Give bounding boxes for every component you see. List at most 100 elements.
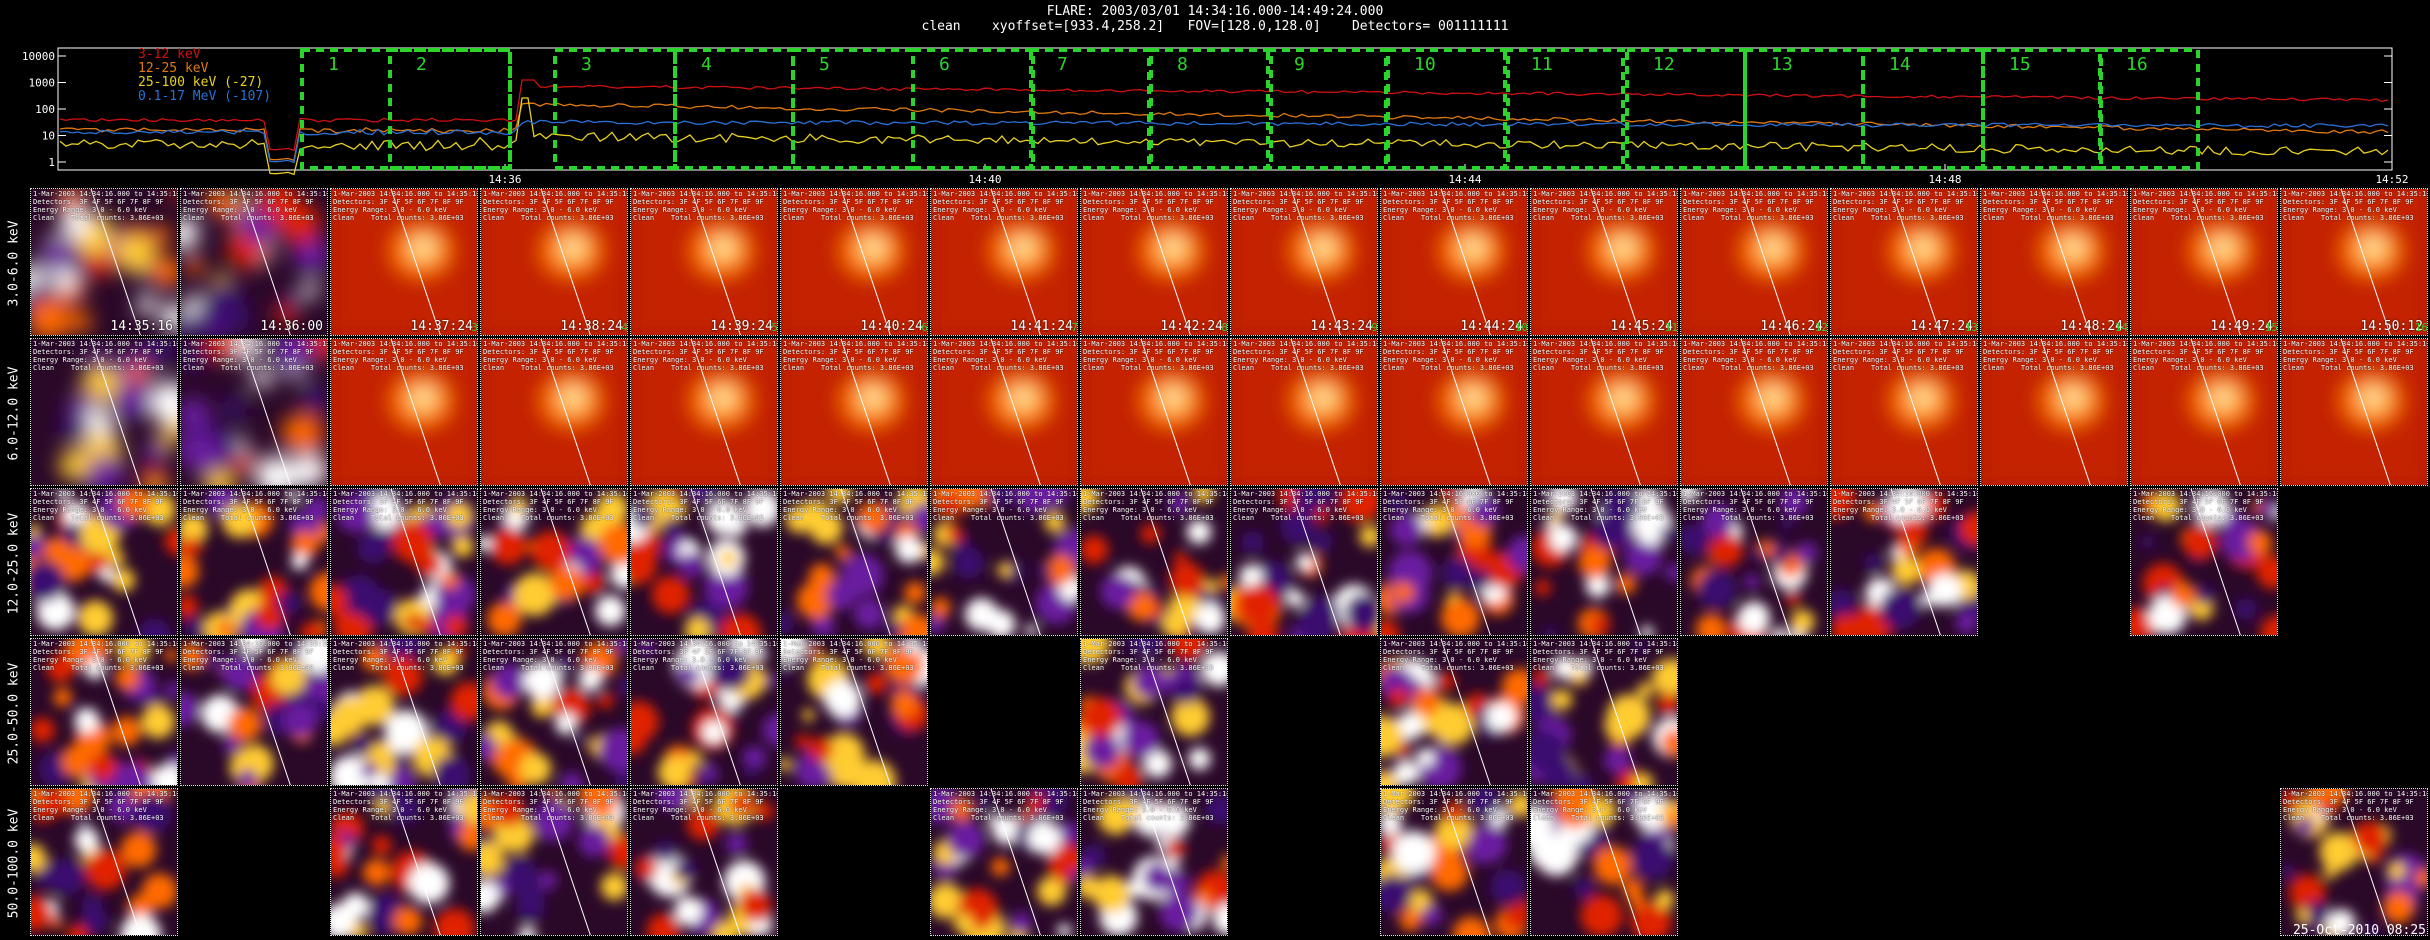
image-panel[interactable]: 1-Mar-2003 14:34:16.000 to 14:35:16 Dete… bbox=[180, 338, 328, 486]
image-panel[interactable]: 1-Mar-2003 14:34:16.000 to 14:35:16 Dete… bbox=[1380, 788, 1528, 936]
source-image bbox=[481, 189, 627, 335]
panel-caption: 1-Mar-2003 14:34:16.000 to 14:35:16 Dete… bbox=[2133, 490, 2278, 522]
image-panel[interactable]: 1-Mar-2003 14:34:16.000 to 14:35:16 Dete… bbox=[1080, 488, 1228, 636]
image-panel[interactable]: 1-Mar-2003 14:34:16.000 to 14:35:16 Dete… bbox=[330, 638, 478, 786]
image-panel[interactable]: 1-Mar-2003 14:34:16.000 to 14:35:16 Dete… bbox=[1680, 488, 1828, 636]
panel-caption: 1-Mar-2003 14:34:16.000 to 14:35:16 Dete… bbox=[33, 490, 178, 522]
image-panel[interactable]: 1-Mar-2003 14:34:16.000 to 14:35:16 Dete… bbox=[1080, 188, 1228, 336]
source-image bbox=[481, 489, 627, 635]
image-panel[interactable]: 1-Mar-2003 14:34:16.000 to 14:35:16 Dete… bbox=[480, 788, 628, 936]
panel-caption: 1-Mar-2003 14:34:16.000 to 14:35:16 Dete… bbox=[183, 490, 328, 522]
interval-box bbox=[1149, 48, 1273, 170]
image-panel[interactable]: 1-Mar-2003 14:34:16.000 to 14:35:16 Dete… bbox=[1230, 488, 1378, 636]
image-panel[interactable]: 1-Mar-2003 14:34:16.000 to 14:35:16 Dete… bbox=[1530, 638, 1678, 786]
legend-entry: 12-25 keV bbox=[138, 61, 209, 76]
legend-entry: 25-100 keV (-27) bbox=[138, 75, 263, 90]
image-panel[interactable]: 1-Mar-2003 14:34:16.000 to 14:35:16 Dete… bbox=[930, 488, 1078, 636]
limb-line bbox=[1590, 489, 1641, 635]
image-panel[interactable]: 1-Mar-2003 14:34:16.000 to 14:35:16 Dete… bbox=[1380, 488, 1528, 636]
image-panel[interactable]: 1-Mar-2003 14:34:16.000 to 14:35:16 Dete… bbox=[1530, 788, 1678, 936]
image-panel[interactable]: 1-Mar-2003 14:34:16.000 to 14:35:16 Dete… bbox=[180, 638, 328, 786]
panel-caption: 1-Mar-2003 14:34:16.000 to 14:35:16 Dete… bbox=[1383, 190, 1528, 222]
image-panel[interactable]: 1-Mar-2003 14:34:16.000 to 14:35:16 Dete… bbox=[1380, 188, 1528, 336]
image-panel[interactable]: 1-Mar-2003 14:34:16.000 to 14:35:16 Dete… bbox=[1230, 338, 1378, 486]
limb-line bbox=[990, 489, 1041, 635]
y-tick-label: 100 bbox=[35, 103, 55, 116]
y-tick-label: 1000 bbox=[29, 77, 56, 90]
image-panel[interactable]: 1-Mar-2003 14:34:16.000 to 14:35:16 Dete… bbox=[30, 188, 178, 336]
image-panel[interactable]: 1-Mar-2003 14:34:16.000 to 14:35:16 Dete… bbox=[480, 638, 628, 786]
image-panel[interactable]: 1-Mar-2003 14:34:16.000 to 14:35:16 Dete… bbox=[930, 788, 1078, 936]
panel-caption: 1-Mar-2003 14:34:16.000 to 14:35:16 Dete… bbox=[1683, 340, 1828, 372]
source-image bbox=[1081, 489, 1227, 635]
image-panel[interactable]: 1-Mar-2003 14:34:16.000 to 14:35:16 Dete… bbox=[480, 488, 628, 636]
panel-caption: 1-Mar-2003 14:34:16.000 to 14:35:16 Dete… bbox=[33, 640, 178, 672]
image-panel[interactable]: 1-Mar-2003 14:34:16.000 to 14:35:16 Dete… bbox=[630, 338, 778, 486]
limb-line bbox=[240, 639, 291, 785]
image-panel[interactable]: 1-Mar-2003 14:34:16.000 to 14:35:16 Dete… bbox=[630, 788, 778, 936]
image-panel[interactable]: 1-Mar-2003 14:34:16.000 to 14:35:16 Dete… bbox=[930, 338, 1078, 486]
image-panel[interactable]: 1-Mar-2003 14:34:16.000 to 14:35:16 Dete… bbox=[780, 338, 928, 486]
source-image bbox=[1531, 339, 1677, 485]
panel-index: 11 bbox=[1664, 321, 1678, 334]
limb-line bbox=[1290, 339, 1341, 485]
source-image bbox=[1381, 789, 1527, 935]
image-panel[interactable]: 1-Mar-2003 14:34:16.000 to 14:35:16 Dete… bbox=[1530, 488, 1678, 636]
interval-box bbox=[1503, 48, 1625, 170]
image-panel[interactable]: 1-Mar-2003 14:34:16.000 to 14:35:16 Dete… bbox=[630, 188, 778, 336]
image-panel[interactable]: 1-Mar-2003 14:34:16.000 to 14:35:16 Dete… bbox=[480, 188, 628, 336]
image-panel[interactable]: 1-Mar-2003 14:34:16.000 to 14:35:16 Dete… bbox=[1530, 188, 1678, 336]
limb-line bbox=[1590, 189, 1641, 335]
image-panel[interactable]: 1-Mar-2003 14:34:16.000 to 14:35:16 Dete… bbox=[1080, 338, 1228, 486]
source-image bbox=[331, 789, 477, 935]
image-panel[interactable]: 1-Mar-2003 14:34:16.000 to 14:35:16 Dete… bbox=[2280, 788, 2428, 936]
x-tick-label: 14:44 bbox=[1448, 173, 1481, 186]
image-panel[interactable]: 1-Mar-2003 14:34:16.000 to 14:35:16 Dete… bbox=[330, 188, 478, 336]
image-panel[interactable]: 1-Mar-2003 14:34:16.000 to 14:35:16 Dete… bbox=[1830, 188, 1978, 336]
image-panel[interactable]: 1-Mar-2003 14:34:16.000 to 14:35:16 Dete… bbox=[780, 638, 928, 786]
source-image bbox=[781, 189, 927, 335]
image-panel[interactable]: 1-Mar-2003 14:34:16.000 to 14:35:16 Dete… bbox=[630, 638, 778, 786]
image-panel[interactable]: 1-Mar-2003 14:34:16.000 to 14:35:16 Dete… bbox=[2280, 188, 2428, 336]
image-panel[interactable]: 1-Mar-2003 14:34:16.000 to 14:35:16 Dete… bbox=[2280, 338, 2428, 486]
limb-line bbox=[690, 639, 741, 785]
image-panel[interactable]: 1-Mar-2003 14:34:16.000 to 14:35:16 Dete… bbox=[1980, 188, 2128, 336]
panel-caption: 1-Mar-2003 14:34:16.000 to 14:35:16 Dete… bbox=[933, 190, 1078, 222]
image-panel[interactable]: 1-Mar-2003 14:34:16.000 to 14:35:16 Dete… bbox=[2130, 338, 2278, 486]
image-panel[interactable]: 1-Mar-2003 14:34:16.000 to 14:35:16 Dete… bbox=[30, 338, 178, 486]
image-panel[interactable]: 1-Mar-2003 14:34:16.000 to 14:35:16 Dete… bbox=[1830, 338, 1978, 486]
image-panel[interactable]: 1-Mar-2003 14:34:16.000 to 14:35:16 Dete… bbox=[330, 788, 478, 936]
panel-caption: 1-Mar-2003 14:34:16.000 to 14:35:16 Dete… bbox=[1083, 640, 1228, 672]
image-panel[interactable]: 1-Mar-2003 14:34:16.000 to 14:35:16 Dete… bbox=[780, 488, 928, 636]
image-panel[interactable]: 1-Mar-2003 14:34:16.000 to 14:35:16 Dete… bbox=[1080, 638, 1228, 786]
image-panel[interactable]: 1-Mar-2003 14:34:16.000 to 14:35:16 Dete… bbox=[2130, 488, 2278, 636]
image-panel[interactable]: 1-Mar-2003 14:34:16.000 to 14:35:16 Dete… bbox=[30, 788, 178, 936]
limb-line bbox=[840, 189, 891, 335]
limb-line bbox=[1140, 489, 1191, 635]
image-panel[interactable]: 1-Mar-2003 14:34:16.000 to 14:35:16 Dete… bbox=[1530, 338, 1678, 486]
image-panel[interactable]: 1-Mar-2003 14:34:16.000 to 14:35:16 Dete… bbox=[480, 338, 628, 486]
image-panel[interactable]: 1-Mar-2003 14:34:16.000 to 14:35:16 Dete… bbox=[1380, 638, 1528, 786]
image-panel[interactable]: 1-Mar-2003 14:34:16.000 to 14:35:16 Dete… bbox=[1680, 188, 1828, 336]
image-panel[interactable]: 1-Mar-2003 14:34:16.000 to 14:35:16 Dete… bbox=[330, 338, 478, 486]
image-panel[interactable]: 1-Mar-2003 14:34:16.000 to 14:35:16 Dete… bbox=[630, 488, 778, 636]
image-panel[interactable]: 1-Mar-2003 14:34:16.000 to 14:35:16 Dete… bbox=[1080, 788, 1228, 936]
image-panel[interactable]: 1-Mar-2003 14:34:16.000 to 14:35:16 Dete… bbox=[30, 638, 178, 786]
image-panel[interactable]: 1-Mar-2003 14:34:16.000 to 14:35:16 Dete… bbox=[1680, 338, 1828, 486]
image-panel[interactable]: 1-Mar-2003 14:34:16.000 to 14:35:16 Dete… bbox=[1230, 188, 1378, 336]
image-panel[interactable]: 1-Mar-2003 14:34:16.000 to 14:35:16 Dete… bbox=[780, 188, 928, 336]
image-panel[interactable]: 1-Mar-2003 14:34:16.000 to 14:35:16 Dete… bbox=[930, 188, 1078, 336]
image-panel[interactable]: 1-Mar-2003 14:34:16.000 to 14:35:16 Dete… bbox=[2130, 188, 2278, 336]
image-panel[interactable]: 1-Mar-2003 14:34:16.000 to 14:35:16 Dete… bbox=[30, 488, 178, 636]
panel-caption: 1-Mar-2003 14:34:16.000 to 14:35:16 Dete… bbox=[1533, 190, 1678, 222]
image-panel[interactable]: 1-Mar-2003 14:34:16.000 to 14:35:16 Dete… bbox=[1830, 488, 1978, 636]
interval-label: 3 bbox=[581, 54, 592, 75]
image-panel[interactable]: 1-Mar-2003 14:34:16.000 to 14:35:16 Dete… bbox=[330, 488, 478, 636]
panel-caption: 1-Mar-2003 14:34:16.000 to 14:35:16 Dete… bbox=[783, 340, 928, 372]
panel-time: 14:50:12 bbox=[2360, 319, 2423, 334]
image-panel[interactable]: 1-Mar-2003 14:34:16.000 to 14:35:16 Dete… bbox=[180, 188, 328, 336]
image-panel[interactable]: 1-Mar-2003 14:34:16.000 to 14:35:16 Dete… bbox=[180, 488, 328, 636]
image-panel[interactable]: 1-Mar-2003 14:34:16.000 to 14:35:16 Dete… bbox=[1980, 338, 2128, 486]
interval-label: 10 bbox=[1414, 54, 1436, 75]
image-panel[interactable]: 1-Mar-2003 14:34:16.000 to 14:35:16 Dete… bbox=[1380, 338, 1528, 486]
